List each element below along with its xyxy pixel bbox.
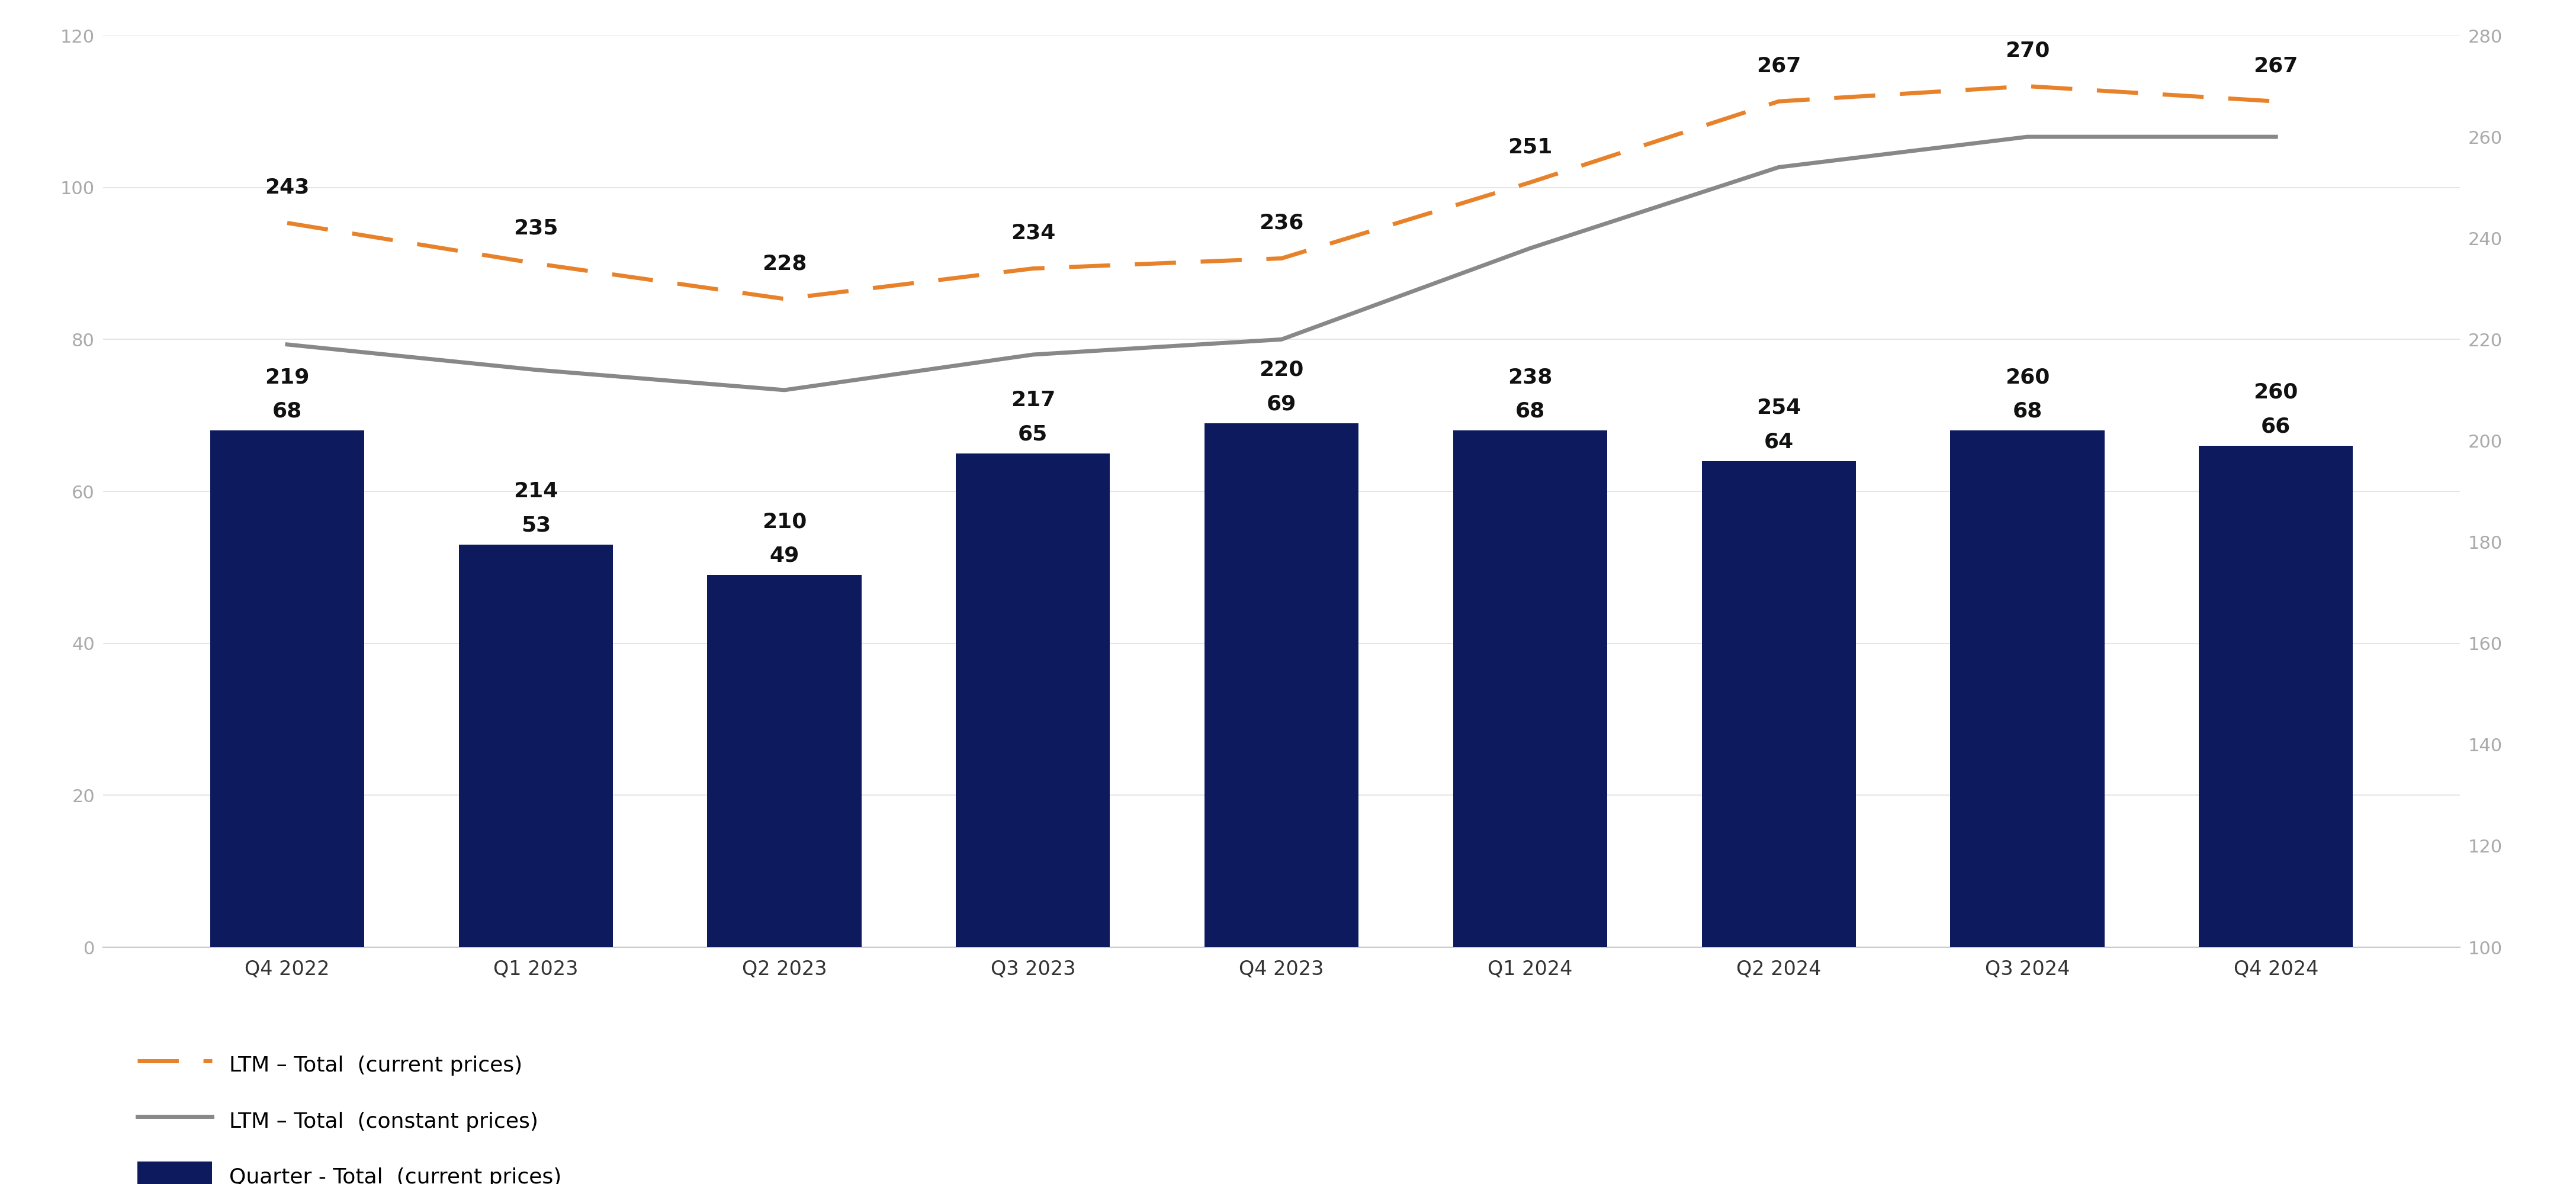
Text: 210: 210 xyxy=(762,511,806,532)
Text: 66: 66 xyxy=(2262,417,2290,437)
Bar xyxy=(211,431,363,947)
LTM – Total  (constant prices) xyxy=(770,382,801,397)
Text: 267: 267 xyxy=(1757,56,1801,76)
Text: 219: 219 xyxy=(265,367,309,387)
LTM – Total  (current prices) xyxy=(1267,251,1296,265)
LTM – Total  (constant prices) xyxy=(2012,130,2043,144)
LTM – Total  (current prices) xyxy=(2259,95,2290,109)
LTM – Total  (constant prices) xyxy=(520,362,551,377)
LTM – Total  (current prices) xyxy=(273,215,304,230)
LTM – Total  (current prices) xyxy=(2012,79,2043,94)
Text: 69: 69 xyxy=(1267,394,1296,414)
Text: 267: 267 xyxy=(2254,56,2298,76)
Text: 270: 270 xyxy=(2004,40,2050,60)
Bar xyxy=(2200,445,2352,947)
LTM – Total  (current prices) xyxy=(1762,95,1793,109)
Text: 49: 49 xyxy=(770,546,799,566)
Text: 68: 68 xyxy=(273,401,301,422)
LTM – Total  (current prices) xyxy=(770,291,801,305)
Text: 53: 53 xyxy=(520,515,551,535)
Text: 260: 260 xyxy=(2004,367,2050,387)
Text: 254: 254 xyxy=(1757,398,1801,418)
Text: 234: 234 xyxy=(1010,223,1056,243)
LTM – Total  (constant prices) xyxy=(2259,130,2290,144)
Bar xyxy=(1950,431,2105,947)
Line: LTM – Total  (current prices): LTM – Total (current prices) xyxy=(289,86,2275,298)
Line: LTM – Total  (constant prices): LTM – Total (constant prices) xyxy=(289,137,2275,390)
Bar xyxy=(459,545,613,947)
Text: 64: 64 xyxy=(1765,432,1793,452)
LTM – Total  (constant prices) xyxy=(1762,160,1793,174)
Text: 236: 236 xyxy=(1260,213,1303,233)
LTM – Total  (constant prices) xyxy=(1515,242,1546,256)
Bar xyxy=(1453,431,1607,947)
Bar xyxy=(1703,461,1855,947)
Text: 220: 220 xyxy=(1260,360,1303,380)
Text: 65: 65 xyxy=(1018,424,1048,444)
LTM – Total  (constant prices) xyxy=(273,337,304,352)
Text: 235: 235 xyxy=(513,218,559,238)
LTM – Total  (constant prices) xyxy=(1018,348,1048,362)
Text: 68: 68 xyxy=(1515,401,1546,422)
Legend: LTM – Total  (current prices), LTM – Total  (constant prices), Quarter - Total  : LTM – Total (current prices), LTM – Tota… xyxy=(137,1050,562,1184)
LTM – Total  (current prices) xyxy=(1018,262,1048,276)
Bar xyxy=(708,575,860,947)
Text: 68: 68 xyxy=(2012,401,2043,422)
Text: 260: 260 xyxy=(2254,382,2298,403)
LTM – Total  (current prices) xyxy=(1515,175,1546,189)
Text: 228: 228 xyxy=(762,253,806,274)
Text: 214: 214 xyxy=(513,481,559,501)
LTM – Total  (constant prices) xyxy=(1267,333,1296,347)
Text: 217: 217 xyxy=(1010,390,1056,410)
Bar xyxy=(956,453,1110,947)
Text: 251: 251 xyxy=(1507,137,1553,157)
Bar xyxy=(1206,423,1358,947)
Text: 243: 243 xyxy=(265,178,309,198)
LTM – Total  (current prices) xyxy=(520,257,551,271)
Text: 238: 238 xyxy=(1507,367,1553,387)
